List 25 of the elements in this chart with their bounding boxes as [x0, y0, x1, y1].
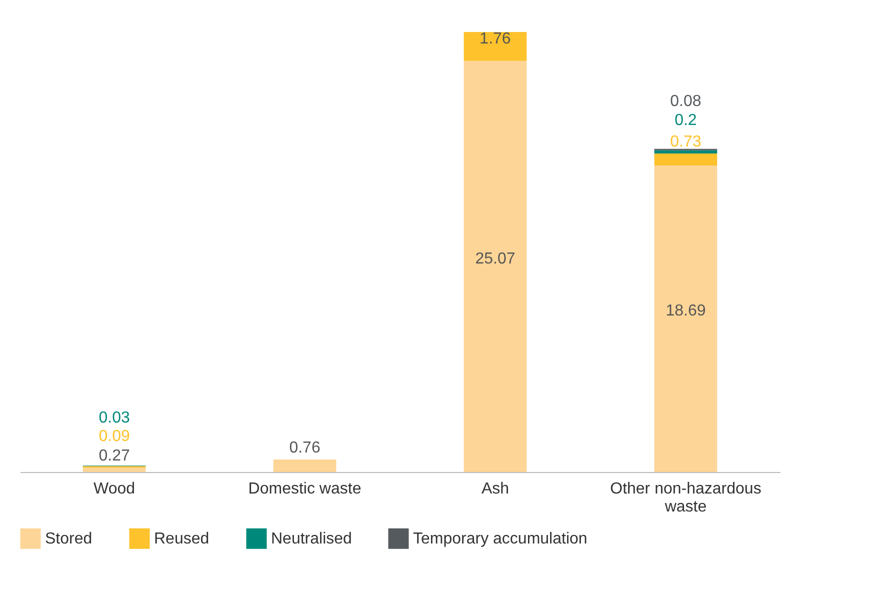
bar	[464, 32, 527, 61]
x-tick-label: Wood	[94, 480, 136, 498]
bar	[464, 60, 527, 472]
legend-label: Neutralised	[271, 530, 352, 548]
bar	[273, 460, 336, 472]
data-label: 0.76	[289, 440, 320, 457]
bar	[82, 468, 146, 472]
legend-label: Temporary accumulation	[413, 530, 588, 548]
data-label: 0.2	[674, 112, 697, 130]
data-label: 0.09	[98, 428, 130, 446]
bar	[654, 165, 718, 472]
data-label: 0.08	[670, 92, 702, 110]
data-label: 1.76	[480, 30, 511, 48]
x-tick-label: Domestic waste	[248, 480, 362, 498]
data-label: 0.27	[98, 448, 130, 465]
data-label: 25.07	[475, 250, 516, 268]
legend-label: Stored	[45, 530, 92, 548]
x-tick-label: Other non-hazardous waste	[610, 480, 762, 516]
legend-label: Reused	[154, 530, 210, 548]
bar	[654, 154, 718, 166]
bar	[654, 150, 718, 154]
x-tick-label: Ash	[481, 480, 510, 498]
data-label: 0.03	[98, 410, 130, 427]
data-label: 0.73	[670, 134, 702, 151]
data-label: 18.69	[666, 302, 706, 320]
